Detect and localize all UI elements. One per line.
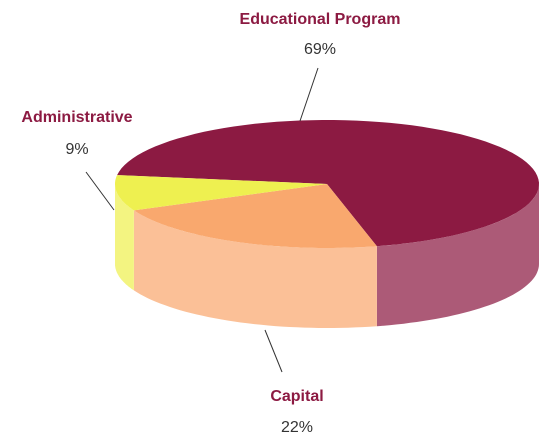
leader-line (299, 67, 319, 122)
slice-label: Administrative (21, 109, 132, 126)
value-label: 22% (281, 419, 313, 436)
leader-line (264, 329, 283, 373)
slice-side (133, 210, 377, 328)
leader-line (85, 171, 115, 211)
slice-label: Educational Program (240, 11, 401, 28)
pie (115, 120, 539, 328)
slice-label: Capital (270, 388, 323, 405)
slice-top (115, 175, 327, 211)
slice-side (376, 184, 539, 327)
slice-side (115, 184, 134, 291)
value-label: 9% (65, 141, 88, 158)
value-label: 69% (304, 41, 336, 58)
slice-top (133, 184, 377, 248)
slice-top (117, 120, 539, 247)
